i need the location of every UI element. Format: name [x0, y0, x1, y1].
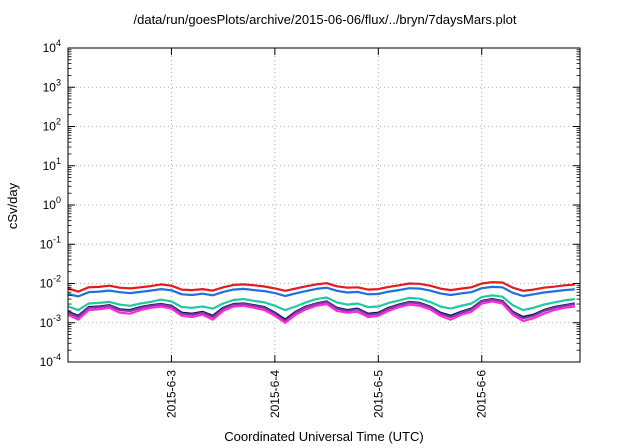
y-tick-base: 10 — [43, 159, 57, 173]
x-tick-label: 2015-6-6 — [475, 370, 489, 418]
series-line — [67, 294, 575, 312]
y-tick-label: 104 — [43, 38, 61, 55]
y-tick-exponent: 2 — [56, 117, 61, 127]
y-tick-base: 10 — [40, 237, 54, 251]
y-axis-title: cSv/day — [5, 182, 20, 229]
y-tick-label: 101 — [43, 156, 61, 173]
y-tick-label: 10-4 — [40, 352, 61, 369]
y-tick-label: 102 — [43, 117, 61, 134]
y-tick-label: 10-3 — [40, 313, 61, 330]
y-tick-exponent: 1 — [56, 156, 61, 166]
y-tick-exponent: -1 — [53, 234, 61, 244]
y-tick-label: 100 — [43, 195, 61, 212]
y-tick-exponent: 0 — [56, 195, 61, 205]
x-tick-label: 2015-6-4 — [268, 370, 282, 418]
x-tick-label: 2015-6-5 — [371, 370, 385, 418]
x-axis-ticks: 2015-6-3 2015-6-4 2015-6-5 2015-6-6 — [164, 48, 489, 418]
grid-lines — [68, 48, 580, 362]
series-line — [67, 300, 575, 324]
y-tick-exponent: -3 — [53, 313, 61, 323]
y-tick-label: 10-1 — [40, 234, 61, 251]
y-tick-base: 10 — [43, 198, 57, 212]
x-tick-label: 2015-6-3 — [164, 370, 178, 418]
series-lines — [67, 281, 575, 324]
y-tick-exponent: -4 — [53, 352, 61, 362]
y-tick-exponent: 3 — [56, 77, 61, 87]
series-line — [67, 281, 575, 293]
series-line — [67, 285, 575, 298]
y-tick-label: 103 — [43, 77, 61, 94]
y-tick-base: 10 — [40, 277, 54, 291]
chart-title: /data/run/goesPlots/archive/2015-06-06/f… — [134, 12, 517, 27]
y-tick-base: 10 — [40, 316, 54, 330]
series-line — [67, 298, 575, 323]
y-tick-exponent: 4 — [56, 38, 61, 48]
y-tick-base: 10 — [43, 80, 57, 94]
y-tick-base: 10 — [40, 355, 54, 369]
y-tick-base: 10 — [43, 120, 57, 134]
y-tick-exponent: -2 — [53, 274, 61, 284]
x-axis-title: Coordinated Universal Time (UTC) — [224, 429, 423, 444]
y-tick-label: 10-2 — [40, 274, 61, 291]
y-tick-base: 10 — [43, 41, 57, 55]
